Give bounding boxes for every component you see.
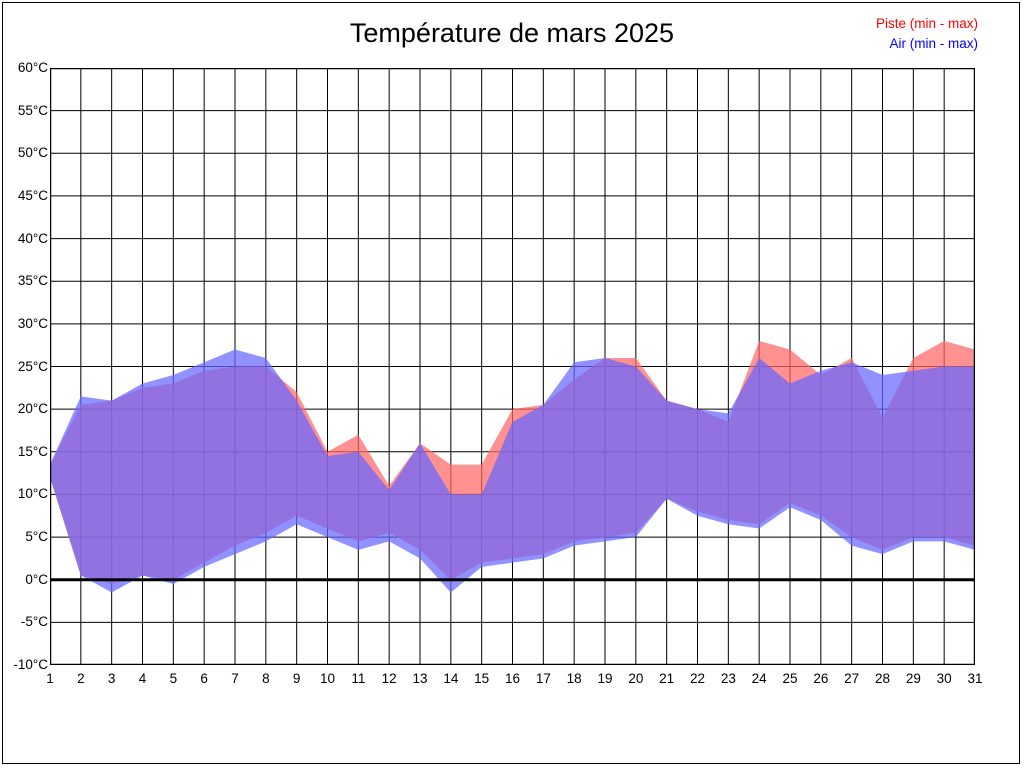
- x-axis-tick-label: 9: [292, 671, 301, 686]
- x-axis-tick-label: 6: [200, 671, 208, 686]
- chart-svg: [50, 68, 975, 665]
- y-axis-tick-label: 45°C: [17, 187, 48, 203]
- x-axis-tick-label: 27: [844, 671, 860, 686]
- plot-border: [50, 68, 975, 665]
- x-axis-tick-label: 30: [936, 671, 952, 686]
- y-axis-tick-label: 15°C: [17, 443, 48, 459]
- x-axis-tick-label: 16: [504, 671, 521, 686]
- x-axis-tick-label: 29: [905, 671, 921, 686]
- y-axis-tick-label: 30°C: [17, 315, 48, 331]
- x-axis-tick-label: 22: [689, 671, 706, 686]
- x-axis-tick-label: 28: [874, 671, 891, 686]
- y-axis-labels: 60°C 55°C 50°C 45°C 40°C 35°C 30°C 25°C 20°C 15°C…: [0, 0, 48, 768]
- chart-legend: Piste (min - max) Air (min - max): [876, 14, 978, 54]
- x-axis-tick-label: 12: [381, 671, 397, 686]
- x-axis-tick-label: 21: [659, 671, 675, 686]
- x-axis-tick-label: 3: [107, 671, 116, 686]
- x-axis-tick-label: 15: [474, 671, 490, 686]
- x-axis-tick-label: 13: [412, 671, 428, 686]
- y-axis-tick-label: 0°C: [25, 571, 48, 587]
- x-axis-tick-label: 26: [813, 671, 829, 686]
- x-axis-tick-label: 25: [782, 671, 798, 686]
- x-axis-tick-label: 7: [231, 671, 239, 686]
- x-axis-tick-label: 4: [138, 671, 147, 686]
- x-axis-tick-label: 18: [566, 671, 582, 686]
- y-axis-tick-label: -10°C: [13, 657, 48, 672]
- x-axis-tick-label: 10: [319, 671, 336, 686]
- y-axis-tick-label: 10°C: [17, 486, 48, 502]
- page-title: Température de mars 2025: [349, 18, 675, 48]
- legend-item-piste: Piste (min - max): [875, 16, 978, 31]
- y-axis-tick-label: 20°C: [17, 401, 48, 417]
- y-axis-tick-label: 5°C: [25, 529, 48, 545]
- y-axis-tick-label: 60°C: [17, 60, 48, 75]
- x-axis-tick-label: 11: [351, 671, 366, 686]
- x-axis-tick-label: 5: [169, 671, 178, 686]
- y-axis-tick-label: 50°C: [17, 145, 48, 161]
- x-axis-tick-label: 23: [720, 671, 736, 686]
- y-axis-tick-label: -5°C: [20, 614, 48, 630]
- y-axis-tick-label: 55°C: [17, 102, 48, 118]
- x-axis-tick-label: 8: [262, 671, 270, 686]
- x-axis-tick-label: 31: [967, 671, 983, 686]
- series-areas: [50, 340, 975, 593]
- y-axis-tick-label: 35°C: [17, 273, 48, 289]
- x-axis-tick-label: 19: [597, 671, 613, 686]
- legend-item-air: Air (min - max): [889, 36, 979, 51]
- plot-area: [50, 68, 975, 665]
- x-axis-tick-label: 2: [77, 671, 85, 686]
- series-area-air: [50, 349, 975, 593]
- x-axis-tick-label: 20: [628, 671, 644, 686]
- y-axis-tick-label: 25°C: [17, 358, 48, 374]
- x-axis-tick-label: 24: [751, 671, 767, 686]
- axis-lines: [50, 68, 975, 665]
- x-axis-tick-label: 14: [443, 671, 459, 686]
- x-axis-tick-label: 17: [535, 671, 551, 686]
- y-axis-tick-label: 40°C: [17, 230, 48, 246]
- x-axis-tick-label: 1: [46, 671, 54, 686]
